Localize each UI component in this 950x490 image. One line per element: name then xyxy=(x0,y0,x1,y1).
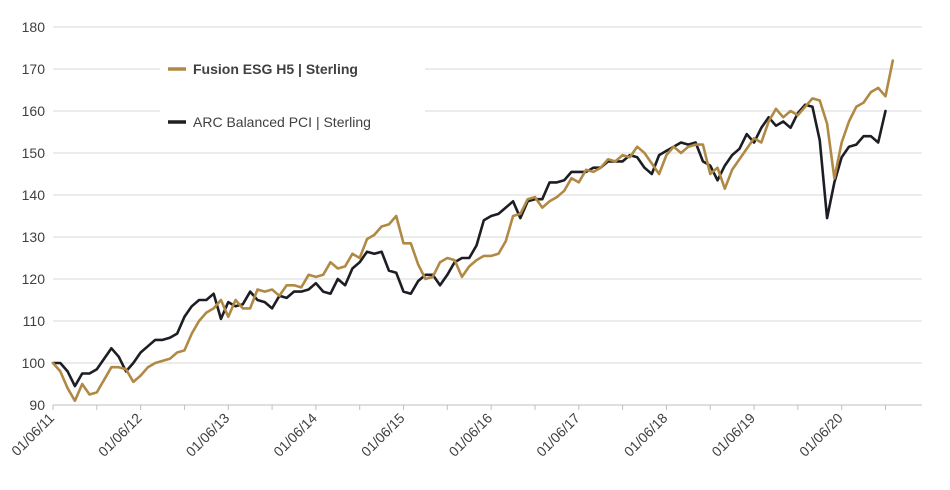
y-tick-label: 90 xyxy=(29,397,45,413)
y-tick-label: 140 xyxy=(22,187,46,203)
y-tick-label: 120 xyxy=(22,271,46,287)
x-tick-label: 01/06/16 xyxy=(445,410,495,460)
y-tick-label: 180 xyxy=(22,19,46,35)
series-lines xyxy=(51,59,895,403)
x-tick-label: 01/06/13 xyxy=(183,410,233,460)
legend: Fusion ESG H5 | Sterling ARC Balanced PC… xyxy=(160,46,425,144)
x-tick-label: 01/06/19 xyxy=(708,410,758,460)
y-axis: 90 100 110 120 130 140 150 160 170 180 xyxy=(22,19,46,413)
y-tick-label: 150 xyxy=(22,145,46,161)
legend-label-fusion: Fusion ESG H5 | Sterling xyxy=(193,61,358,77)
series-line-fusion xyxy=(51,59,895,403)
x-tick-label: 01/06/15 xyxy=(358,410,408,460)
x-tick-label: 01/06/18 xyxy=(621,410,671,460)
x-tick-label: 01/06/12 xyxy=(95,410,145,460)
x-tick-label: 01/06/11 xyxy=(8,410,57,459)
legend-background xyxy=(160,46,425,144)
y-tick-label: 110 xyxy=(23,313,46,329)
legend-label-arc: ARC Balanced PCI | Sterling xyxy=(193,114,371,130)
series-line-arc xyxy=(51,103,887,388)
x-tick-label: 01/06/14 xyxy=(270,410,320,460)
x-axis: 01/06/11 01/06/12 01/06/13 01/06/14 01/06/15… xyxy=(8,404,922,460)
y-tick-label: 170 xyxy=(22,61,46,77)
y-tick-label: 130 xyxy=(22,229,46,245)
y-tick-label: 160 xyxy=(22,103,46,119)
y-tick-label: 100 xyxy=(22,355,46,371)
x-tick-label: 01/06/17 xyxy=(533,410,583,460)
x-tick-label: 01/06/20 xyxy=(796,410,846,460)
